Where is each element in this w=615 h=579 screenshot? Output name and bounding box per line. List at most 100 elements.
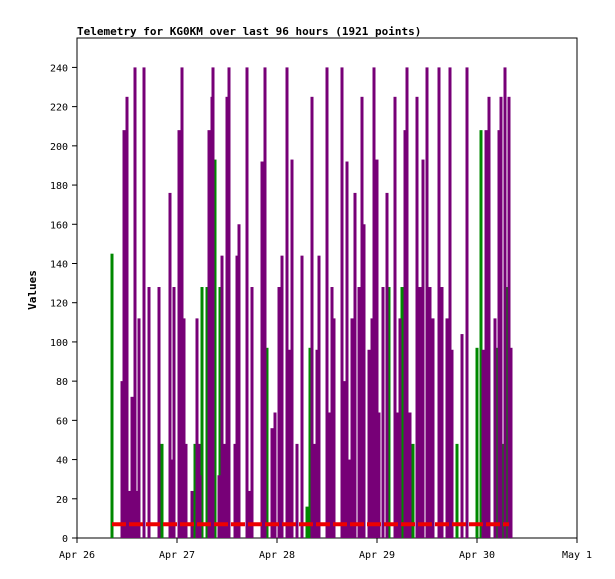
bar-series-2 — [310, 96, 314, 538]
bar-series-2 — [177, 130, 181, 538]
bar-series-2 — [157, 287, 161, 538]
bar-series-2 — [381, 287, 385, 538]
bar-series-1 — [495, 347, 499, 538]
x-axis-ticks: Apr 26 Apr 27 Apr 28 Apr 29 Apr 30 May 1 — [59, 538, 592, 561]
y-tick-label: 220 — [50, 103, 68, 114]
bar-series-1 — [265, 347, 269, 538]
bar-series-2 — [147, 287, 151, 538]
y-tick-label: 180 — [50, 181, 68, 192]
bar-series-2 — [437, 67, 441, 538]
bar-series-2 — [137, 318, 141, 538]
bar-series-2 — [350, 318, 354, 538]
bar-series-2 — [484, 130, 488, 538]
bar-series-2 — [353, 192, 357, 538]
bar-series-2 — [465, 67, 469, 538]
bar-series-1 — [475, 347, 479, 538]
y-tick-label: 160 — [50, 220, 68, 231]
bar-series-2 — [367, 349, 371, 538]
bar-series-1 — [387, 287, 391, 538]
bar-series-2 — [285, 67, 289, 538]
bar-series-2 — [227, 67, 231, 538]
bar-series-1 — [193, 443, 197, 538]
bar-series-2 — [120, 381, 124, 538]
bar-series-1 — [479, 130, 483, 538]
bar-series-2 — [260, 161, 264, 538]
bar-series-2 — [460, 334, 464, 538]
bar-series-2 — [195, 318, 199, 538]
bar-series-2 — [290, 159, 294, 538]
bar-series-2 — [481, 349, 485, 538]
bar-series-1 — [200, 287, 204, 538]
bar-series-2 — [237, 224, 241, 538]
bar-series-2 — [509, 347, 513, 538]
bar-series-2 — [220, 255, 224, 538]
x-tick-label: Apr 29 — [359, 550, 395, 561]
bar-series-2 — [182, 318, 186, 538]
bar-series-2 — [428, 287, 432, 538]
bar-series-2 — [493, 318, 497, 538]
y-axis-label: Values — [26, 270, 39, 310]
y-tick-label: 60 — [56, 416, 68, 427]
bar-series-2 — [395, 412, 399, 538]
y-tick-label: 100 — [50, 338, 68, 349]
bar-series-1 — [505, 287, 509, 538]
bar-series-2 — [507, 96, 511, 538]
bar-series-1 — [455, 443, 459, 538]
bar-series-2 — [347, 459, 351, 538]
bar-series-2 — [198, 475, 202, 538]
bar-series-1 — [205, 287, 209, 538]
bar-series-1 — [501, 443, 505, 538]
bar-series-2 — [180, 67, 184, 538]
bar-series-2 — [375, 159, 379, 538]
chart-title: Telemetry for KG0KM over last 96 hours (… — [77, 25, 421, 38]
bar-series-2 — [280, 255, 284, 538]
bar-series-2 — [377, 412, 381, 538]
bar-series-2 — [487, 96, 491, 538]
bar-series-2 — [421, 159, 425, 538]
bar-series-2 — [190, 490, 194, 538]
bar-series-2 — [273, 412, 277, 538]
bar-series-2 — [503, 67, 507, 538]
bar-series-2 — [448, 67, 452, 538]
bar-series-2 — [398, 318, 402, 538]
x-tick-label: Apr 26 — [59, 550, 95, 561]
bar-series-2 — [393, 96, 397, 538]
bar-series-2 — [133, 67, 137, 538]
bar-series-2 — [440, 287, 444, 538]
x-tick-label: Apr 30 — [459, 550, 495, 561]
bar-series-2 — [125, 96, 129, 538]
bar-series-2 — [312, 443, 316, 538]
bar-series-2 — [499, 96, 503, 538]
y-axis-ticks: 0 20 40 60 80 100 120 140 160 180 200 220 240 — [50, 63, 77, 545]
bar-series-2 — [295, 443, 299, 538]
y-tick-label: 120 — [50, 299, 68, 310]
bar-series-2 — [372, 67, 376, 538]
bar-series-2 — [408, 412, 412, 538]
bar-series-2 — [403, 130, 407, 538]
bar-series-2 — [317, 255, 321, 538]
y-tick-label: 240 — [50, 63, 68, 74]
bar-series-2 — [327, 412, 331, 538]
bar-series-2 — [360, 96, 364, 538]
bar-series-2 — [172, 287, 176, 538]
y-tick-label: 40 — [56, 456, 68, 467]
bar-series-2 — [445, 318, 449, 538]
y-tick-label: 140 — [50, 259, 68, 270]
bar-series-2 — [345, 161, 349, 538]
bar-series-1 — [160, 443, 164, 538]
bar-series-2 — [325, 67, 329, 538]
bar-series-2 — [425, 67, 429, 538]
x-tick-label: Apr 28 — [259, 550, 295, 561]
bar-series-2 — [300, 255, 304, 538]
bar-series-2 — [211, 67, 215, 538]
bar-series-2 — [168, 192, 172, 538]
bar-series-2 — [431, 318, 435, 538]
bar-series-2 — [315, 349, 319, 538]
bar-series-2 — [340, 67, 344, 538]
bar-series-2 — [130, 396, 134, 538]
bar-series-2 — [135, 490, 139, 538]
bar-series-2 — [277, 287, 281, 538]
bar-series-2 — [222, 443, 226, 538]
bar-series-1 — [110, 253, 114, 538]
